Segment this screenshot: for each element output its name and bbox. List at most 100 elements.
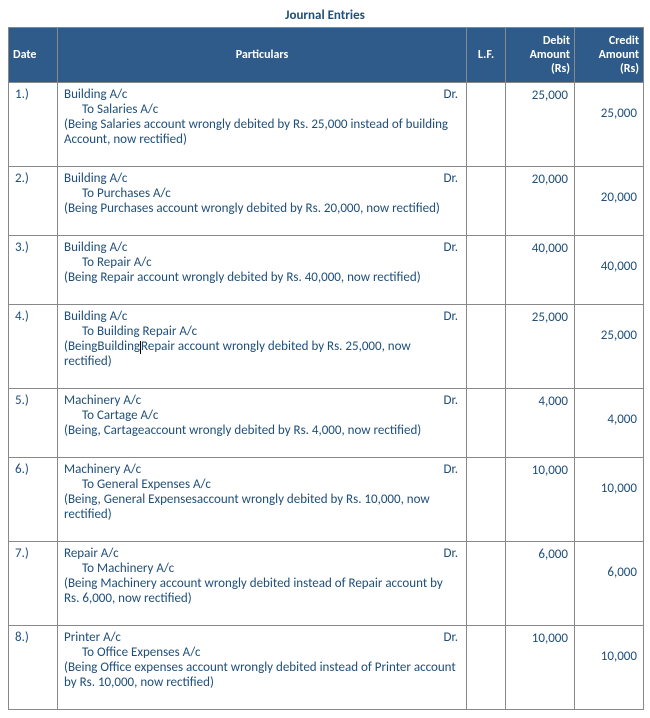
narration: (Being Salaries account wrongly debited … bbox=[64, 117, 460, 147]
entry-number: 7.) bbox=[9, 542, 58, 626]
credit-account: To Office Expenses A/c bbox=[64, 645, 460, 660]
debit-account: Machinery A/c bbox=[64, 462, 443, 477]
header-credit: Credit Amount (Rs) bbox=[575, 28, 644, 83]
credit-amount-value: 10,000 bbox=[581, 648, 637, 666]
lf-cell bbox=[467, 83, 506, 167]
spacer bbox=[581, 87, 637, 105]
narration: (Being, Cartageaccount wrongly debited b… bbox=[64, 423, 460, 438]
spacer bbox=[581, 546, 637, 564]
debit-amount: 25,000 bbox=[506, 305, 575, 389]
spacer bbox=[64, 216, 460, 231]
credit-amount: 25,000 bbox=[575, 83, 644, 167]
narration: (Being Repair account wrongly debited by… bbox=[64, 270, 460, 285]
debit-amount: 25,000 bbox=[506, 83, 575, 167]
entry-number: 3.) bbox=[9, 236, 58, 305]
table-row: 5.)Machinery A/cDr.To Cartage A/c(Being,… bbox=[9, 389, 644, 458]
journal-table: Date Particulars L.F. Debit Amount (Rs) … bbox=[8, 27, 644, 710]
entry-particulars: Building A/cDr.To Salaries A/c(Being Sal… bbox=[58, 83, 467, 167]
debit-account: Building A/c bbox=[64, 240, 443, 255]
table-row: 1.)Building A/cDr.To Salaries A/c(Being … bbox=[9, 83, 644, 167]
credit-amount: 25,000 bbox=[575, 305, 644, 389]
credit-amount: 20,000 bbox=[575, 167, 644, 236]
header-date: Date bbox=[9, 28, 58, 83]
credit-account: To General Expenses A/c bbox=[64, 477, 460, 492]
credit-account: To Building Repair A/c bbox=[64, 324, 460, 339]
dr-label: Dr. bbox=[443, 462, 460, 477]
dr-label: Dr. bbox=[443, 171, 460, 186]
entry-number: 1.) bbox=[9, 83, 58, 167]
dr-label: Dr. bbox=[443, 240, 460, 255]
entry-particulars: Printer A/cDr.To Office Expenses A/c(Bei… bbox=[58, 626, 467, 710]
header-particulars: Particulars bbox=[58, 28, 467, 83]
debit-amount: 40,000 bbox=[506, 236, 575, 305]
page-title: Journal Entries bbox=[8, 8, 642, 23]
credit-amount: 10,000 bbox=[575, 458, 644, 542]
debit-amount: 20,000 bbox=[506, 167, 575, 236]
header-debit: Debit Amount (Rs) bbox=[506, 28, 575, 83]
table-row: 8.)Printer A/cDr.To Office Expenses A/c(… bbox=[9, 626, 644, 710]
header-lf: L.F. bbox=[467, 28, 506, 83]
credit-account: To Repair A/c bbox=[64, 255, 460, 270]
debit-account: Building A/c bbox=[64, 87, 443, 102]
narration: (Being Office expenses account wrongly d… bbox=[64, 660, 460, 690]
lf-cell bbox=[467, 626, 506, 710]
entry-particulars: Building A/cDr.To Repair A/c(Being Repai… bbox=[58, 236, 467, 305]
debit-account: Machinery A/c bbox=[64, 393, 443, 408]
entry-number: 6.) bbox=[9, 458, 58, 542]
credit-account: To Salaries A/c bbox=[64, 102, 460, 117]
credit-account: To Cartage A/c bbox=[64, 408, 460, 423]
credit-account: To Purchases A/c bbox=[64, 186, 460, 201]
entry-number: 4.) bbox=[9, 305, 58, 389]
dr-label: Dr. bbox=[443, 87, 460, 102]
credit-amount-value: 10,000 bbox=[581, 480, 637, 498]
entry-number: 5.) bbox=[9, 389, 58, 458]
credit-amount: 40,000 bbox=[575, 236, 644, 305]
table-row: 3.)Building A/cDr.To Repair A/c(Being Re… bbox=[9, 236, 644, 305]
spacer bbox=[64, 606, 460, 621]
debit-account: Printer A/c bbox=[64, 630, 443, 645]
debit-amount: 10,000 bbox=[506, 458, 575, 542]
credit-amount: 6,000 bbox=[575, 542, 644, 626]
spacer bbox=[64, 522, 460, 537]
debit-amount: 6,000 bbox=[506, 542, 575, 626]
table-row: 4.)Building A/cDr.To Building Repair A/c… bbox=[9, 305, 644, 389]
spacer bbox=[64, 690, 460, 705]
entry-particulars: Machinery A/cDr.To General Expenses A/c(… bbox=[58, 458, 467, 542]
lf-cell bbox=[467, 305, 506, 389]
lf-cell bbox=[467, 458, 506, 542]
credit-amount: 10,000 bbox=[575, 626, 644, 710]
narration: (BeingBuildingRepair account wrongly deb… bbox=[64, 339, 460, 369]
entry-particulars: Building A/cDr.To Building Repair A/c(Be… bbox=[58, 305, 467, 389]
spacer bbox=[64, 147, 460, 162]
lf-cell bbox=[467, 236, 506, 305]
entry-particulars: Machinery A/cDr.To Cartage A/c(Being, Ca… bbox=[58, 389, 467, 458]
credit-account: To Machinery A/c bbox=[64, 561, 460, 576]
spacer bbox=[581, 462, 637, 480]
credit-amount-value: 40,000 bbox=[581, 258, 637, 276]
spacer bbox=[581, 630, 637, 648]
debit-amount: 10,000 bbox=[506, 626, 575, 710]
table-row: 7.)Repair A/cDr.To Machinery A/c(Being M… bbox=[9, 542, 644, 626]
lf-cell bbox=[467, 542, 506, 626]
table-row: 2.)Building A/cDr.To Purchases A/c(Being… bbox=[9, 167, 644, 236]
credit-amount-value: 6,000 bbox=[581, 564, 637, 582]
debit-account: Building A/c bbox=[64, 309, 443, 324]
dr-label: Dr. bbox=[443, 546, 460, 561]
spacer bbox=[64, 438, 460, 453]
spacer bbox=[581, 171, 637, 189]
lf-cell bbox=[467, 167, 506, 236]
spacer bbox=[581, 393, 637, 411]
narration: (Being Purchases account wrongly debited… bbox=[64, 201, 460, 216]
narration: (Being, General Expensesaccount wrongly … bbox=[64, 492, 460, 522]
dr-label: Dr. bbox=[443, 393, 460, 408]
credit-amount-value: 25,000 bbox=[581, 105, 637, 123]
spacer bbox=[581, 240, 637, 258]
lf-cell bbox=[467, 389, 506, 458]
table-row: 6.)Machinery A/cDr.To General Expenses A… bbox=[9, 458, 644, 542]
spacer bbox=[64, 369, 460, 384]
credit-amount-value: 25,000 bbox=[581, 327, 637, 345]
credit-amount-value: 20,000 bbox=[581, 189, 637, 207]
credit-amount: 4,000 bbox=[575, 389, 644, 458]
debit-account: Building A/c bbox=[64, 171, 443, 186]
spacer bbox=[64, 285, 460, 300]
